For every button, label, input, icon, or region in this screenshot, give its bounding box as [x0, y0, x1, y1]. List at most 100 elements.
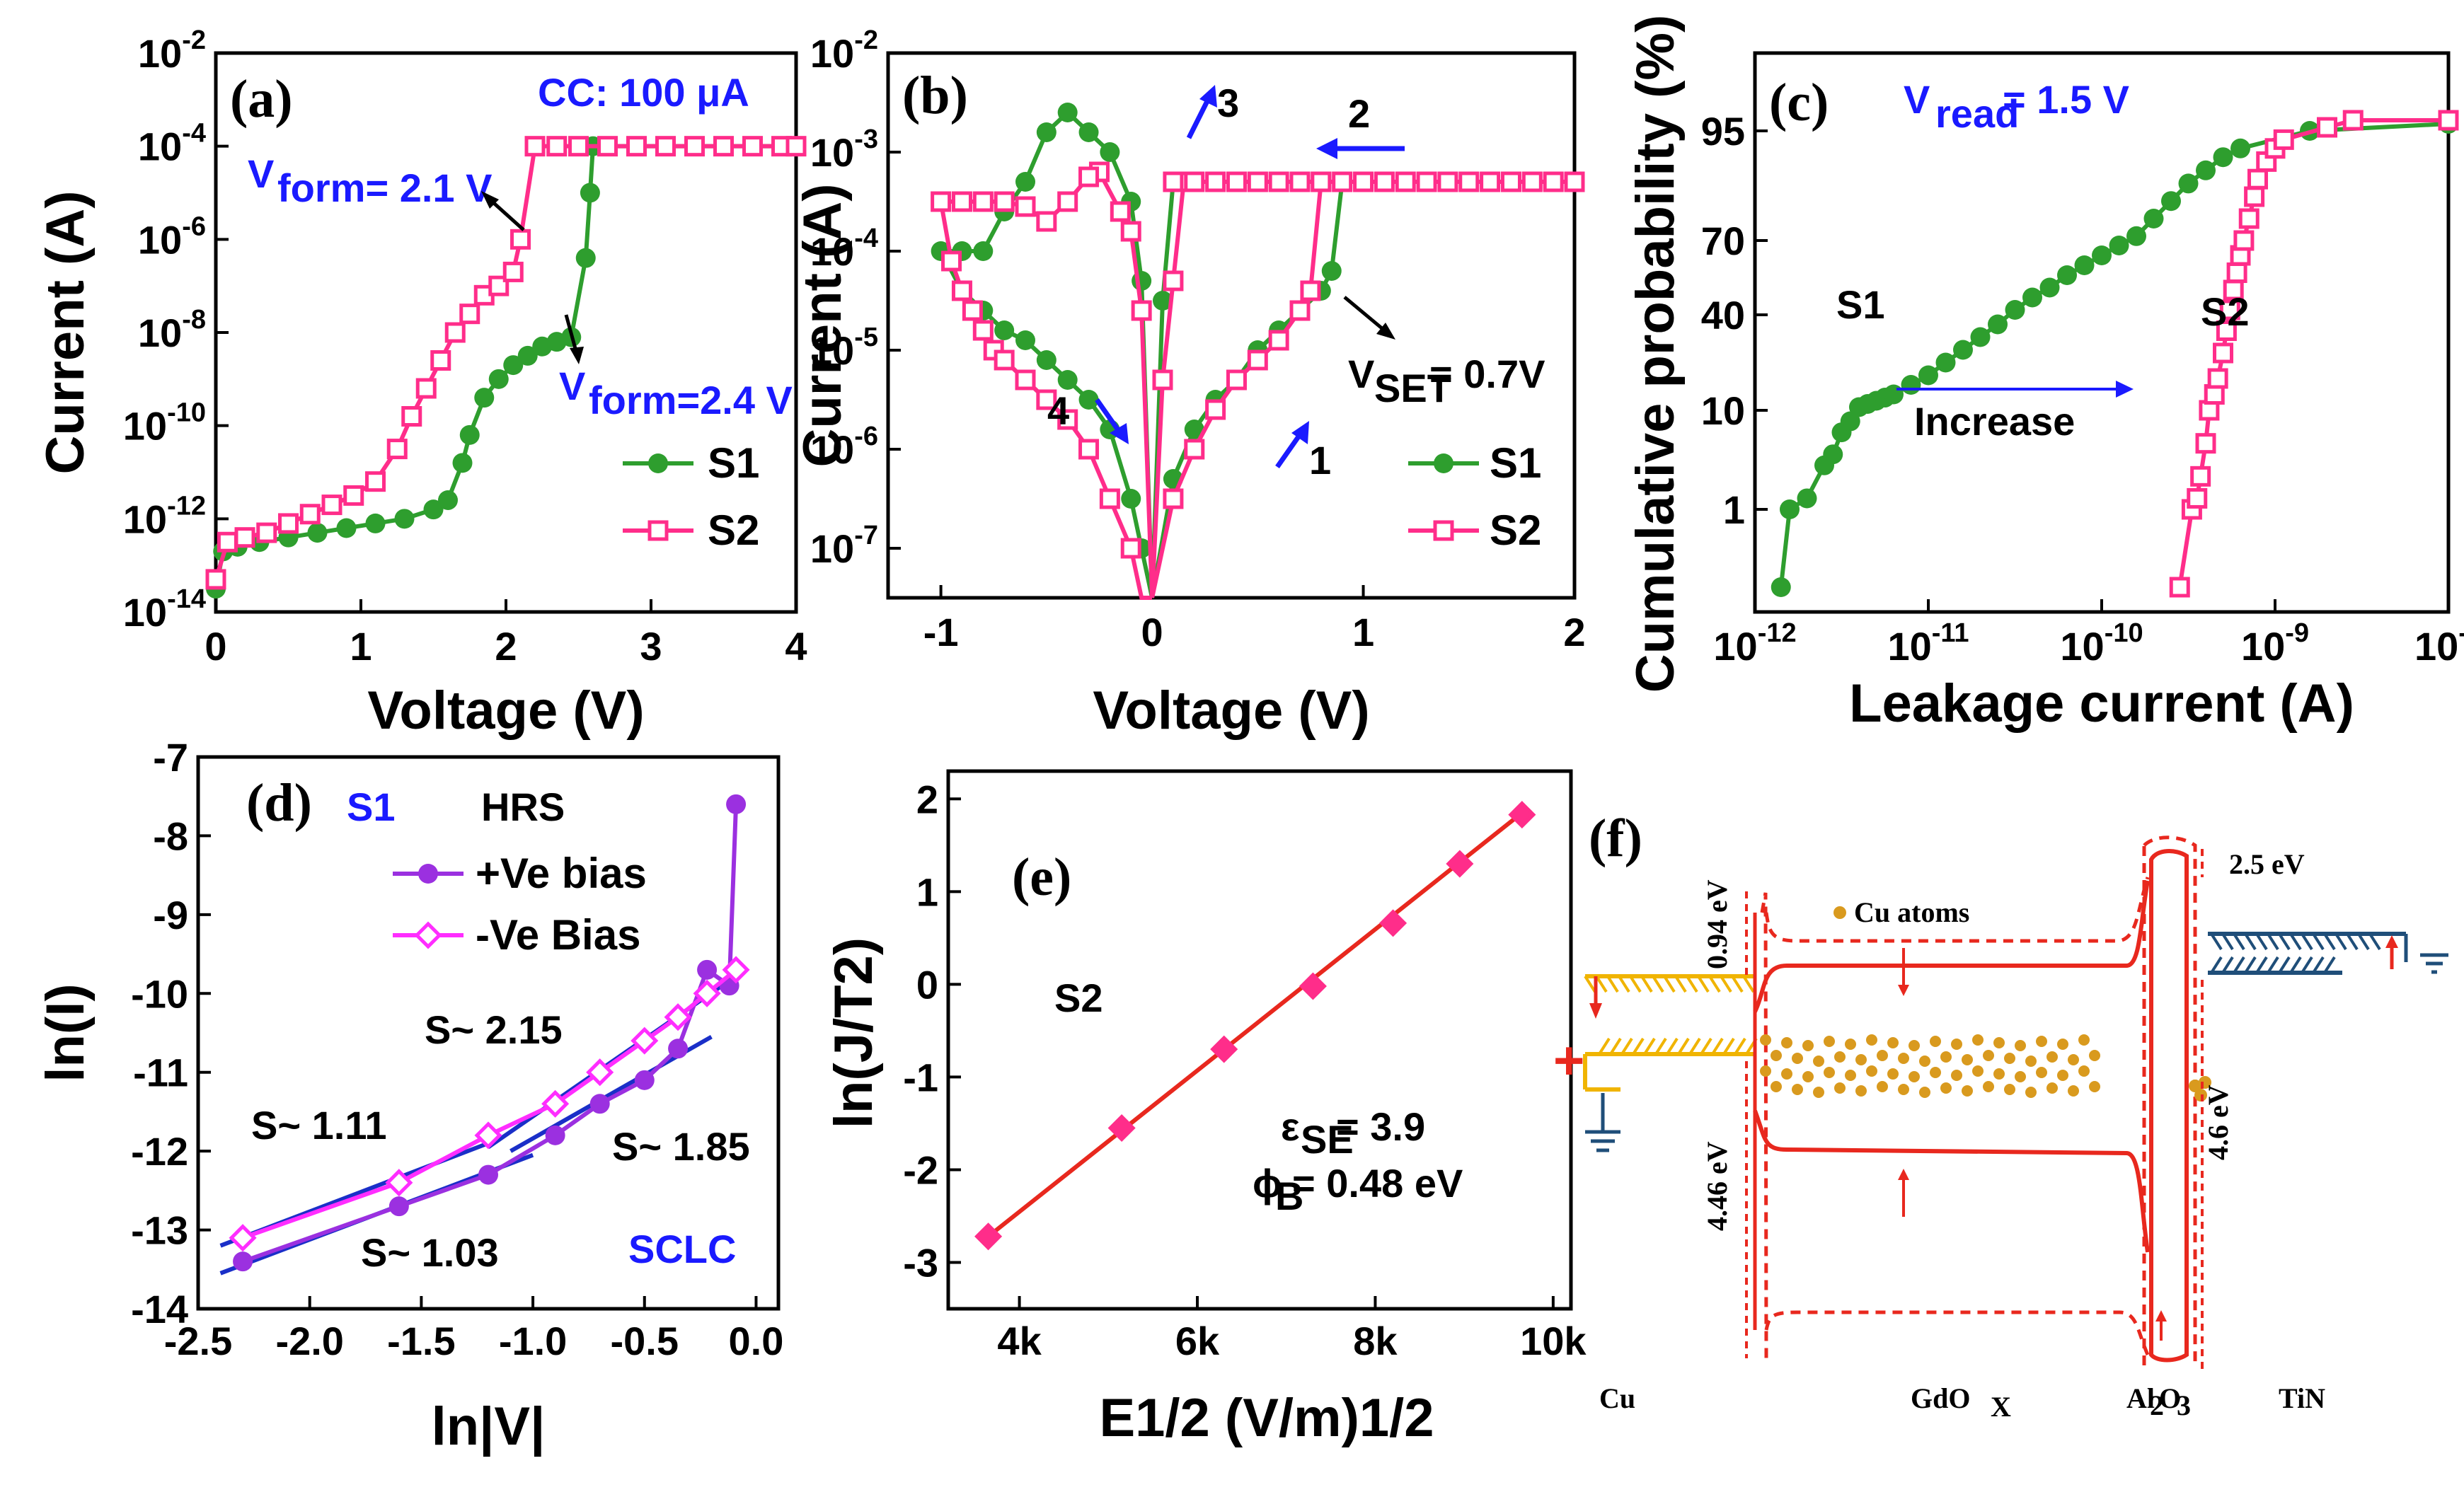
panel-b-s2-point	[1268, 330, 1289, 351]
cu-atom	[2057, 1070, 2068, 1081]
panel-a-s1-point	[474, 388, 495, 408]
cu-hatch-upper-hatch	[1584, 975, 1596, 993]
panel-e-eps-value: = 3.9	[1336, 1104, 1425, 1149]
panel-b-s2-lrs-point	[1374, 171, 1395, 192]
cu-atom	[1813, 1087, 1824, 1098]
panel-a-s2-point	[713, 136, 734, 157]
panel-b-ytick-label: 10-2	[810, 25, 878, 76]
legend-b-s1-label: S1	[1490, 439, 1541, 487]
panel-d: -2.5 -2.0 -1.5 -1.0 -0.5 0.0 -14 -13 -12 -11 -10 -9…	[35, 735, 783, 1457]
cu-atom	[1983, 1050, 1994, 1061]
panel-a-s2-point	[626, 136, 647, 157]
panel-f-band-diagram: (f) +	[1553, 809, 2448, 1423]
panel-c-s1-point	[2230, 138, 2250, 158]
cu-hatch-upper-hatch	[1618, 975, 1630, 993]
cu-atom	[2078, 1034, 2090, 1046]
panel-a-arrowhead-s2	[481, 191, 499, 209]
tin-hatch-upper-hatch	[2255, 932, 2268, 951]
panel-c-ytick-label: 95	[1701, 109, 1745, 154]
panel-a-xtick-label: 4	[785, 624, 807, 669]
panel-c-s2-label: S2	[2201, 289, 2250, 334]
cu-atom	[2068, 1085, 2079, 1097]
cu-atom	[2015, 1040, 2026, 1051]
cu-atom	[1898, 1053, 1909, 1064]
cu-atoms-label: Cu atoms	[1854, 896, 1969, 928]
panel-c-s2-point	[2187, 487, 2208, 509]
panel-d-s1-label: S1	[347, 785, 396, 829]
panel-e-ytick-label: 1	[916, 869, 938, 914]
panel-b-s1-point	[1153, 291, 1173, 311]
panel-b-arrow-label-2: 2	[1348, 91, 1370, 136]
panel-d-pos-point	[589, 1094, 610, 1114]
cu-atom	[1919, 1056, 1930, 1067]
panel-c-s1-point	[1780, 499, 1800, 519]
gap-446-label: 4.46 eV	[1701, 1141, 1733, 1231]
panel-b-s2-point	[1120, 538, 1141, 559]
cu-atom	[1898, 1084, 1909, 1095]
cu-hatch-lower-hatch	[1722, 1037, 1735, 1056]
panel-d-slope-185: S~ 1.85	[612, 1124, 750, 1169]
panel-a-s1-point	[394, 509, 415, 529]
legend-d-neg-marker	[414, 921, 442, 949]
panel-b-arrow-label-4: 4	[1047, 388, 1069, 433]
cu-hatch-upper-hatch	[1731, 975, 1744, 993]
gdox-valence-band-dashed	[1764, 1310, 2150, 1355]
panel-e-eps-symbol: ε	[1281, 1104, 1300, 1149]
panel-a-s2-point	[546, 136, 568, 157]
panel-d-xtick-label: 0.0	[729, 1319, 784, 1363]
panel-c-s1-point	[2109, 236, 2129, 255]
panel-c-s2-point	[2317, 117, 2337, 138]
panel-a-s2-point	[785, 136, 807, 157]
cu-atom	[1760, 1065, 1771, 1077]
panel-c-s2-point	[2233, 230, 2255, 251]
panel-b-s2-lrs-point	[1458, 171, 1480, 192]
cu-atom-legend-marker	[1833, 906, 1846, 919]
cu-hatch-upper-hatch	[1606, 975, 1619, 993]
legend-a-s2-marker	[647, 520, 669, 541]
panel-a: 0 1 2 3 4 10-14 10-12 10-10 10-8 10-6 10-4 10-2 (a)…	[35, 25, 807, 741]
panel-d-series-pos-line	[242, 804, 739, 1263]
panel-a-label: (a)	[230, 69, 293, 129]
cu-atom	[1887, 1068, 1899, 1080]
panel-b-s2-lrs-point	[1311, 171, 1332, 192]
panel-e-s2-point	[1210, 1035, 1238, 1063]
cu-atom	[1877, 1050, 1888, 1061]
panel-a-s1-point	[438, 490, 458, 510]
cu-shift-arrowhead	[1589, 1003, 1602, 1019]
panel-e-frame	[946, 769, 1573, 1311]
cu-hatch-lower-hatch	[1700, 1037, 1712, 1056]
cu-hatch-lower-hatch	[1632, 1037, 1645, 1056]
panel-c-xtick-label: 10-8	[2414, 618, 2464, 669]
gap-094-label: 0.94 eV	[1701, 879, 1733, 969]
panel-a-ytick-label: 10-12	[123, 491, 206, 541]
panel-e-ytick-label: -3	[903, 1240, 938, 1285]
panel-a-s1-point	[517, 345, 538, 366]
panel-c-s2-point	[2244, 186, 2265, 207]
panel-e-phi-sub: B	[1275, 1174, 1303, 1218]
cu-atom	[1951, 1039, 1962, 1050]
cu-atom	[1887, 1037, 1899, 1048]
panel-c-frame	[1753, 51, 2451, 614]
legend-d-pos-label: +Ve bias	[476, 850, 647, 897]
panel-c-vread-v: V	[1904, 77, 1930, 122]
panel-c-label: (c)	[1769, 73, 1829, 132]
panel-b-s2-lrs-point	[1480, 171, 1501, 192]
panel-c-vread-sub: read	[1935, 91, 2019, 136]
panel-b-arrow-3	[1186, 94, 1213, 139]
tin-hatch-upper-hatch	[2323, 932, 2336, 951]
panel-b-legend: S1 S2	[1408, 439, 1541, 554]
cu-hatch-upper-hatch	[1674, 975, 1687, 993]
panel-b-vset-arrowhead	[1376, 323, 1395, 340]
panel-a-s2-point	[415, 378, 437, 399]
panel-c: 10-12 10-11 10-10 10-9 10-8 1 10 40 70 95 (c) V r…	[1625, 15, 2464, 734]
panel-d-label: (d)	[246, 773, 312, 833]
cu-atom	[2004, 1053, 2015, 1064]
panel-c-s1-point	[2005, 300, 2025, 320]
panel-c-s1-point	[2143, 209, 2164, 229]
cu-atom	[2036, 1036, 2047, 1047]
cu-atom	[1866, 1065, 1877, 1077]
cu-atom-al2o3-1	[2189, 1080, 2201, 1092]
panel-b-ytick-label: 10-6	[810, 422, 878, 472]
cu-hatch-upper-hatch	[1742, 975, 1755, 993]
tin-hatch-upper-hatch	[2267, 932, 2279, 951]
